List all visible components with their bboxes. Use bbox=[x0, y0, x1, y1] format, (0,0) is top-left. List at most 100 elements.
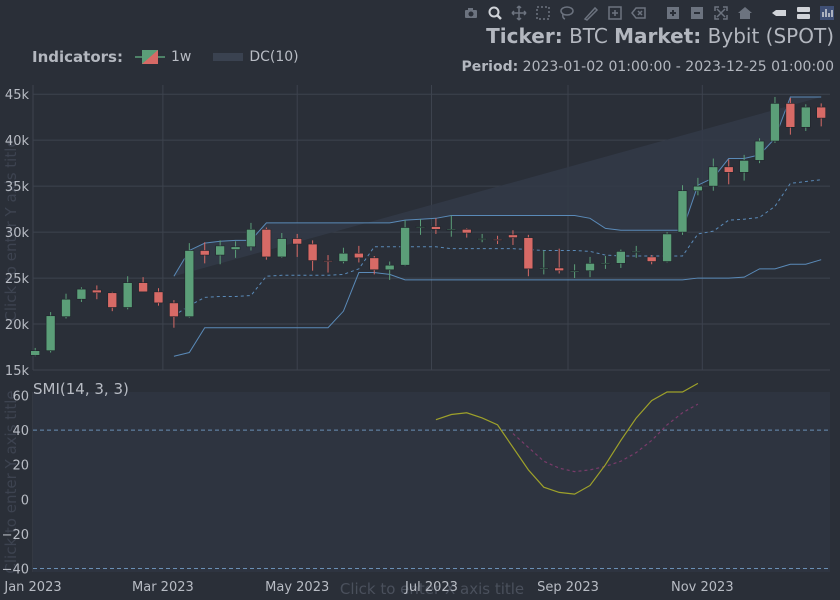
candle-body bbox=[600, 263, 611, 265]
candle-body bbox=[446, 229, 457, 231]
candle-decreasing bbox=[785, 97, 796, 135]
zoom-in-icon[interactable] bbox=[662, 4, 684, 22]
candle-body bbox=[76, 288, 87, 300]
draw-line-icon[interactable] bbox=[580, 4, 602, 22]
candle-increasing bbox=[45, 312, 56, 353]
x-tick-label: Nov 2023 bbox=[671, 580, 734, 595]
x-tick-label: May 2023 bbox=[265, 580, 329, 595]
candle-body bbox=[199, 250, 210, 256]
y-tick-label-top: 35k bbox=[5, 180, 30, 195]
candle-decreasing bbox=[292, 233, 302, 257]
y-tick-label-bottom: 40 bbox=[12, 424, 29, 439]
candle-body bbox=[30, 350, 41, 356]
candle-body bbox=[800, 106, 811, 128]
candle-body bbox=[723, 166, 734, 173]
legend-item-candles[interactable]: 1w bbox=[134, 49, 191, 65]
candle-body bbox=[523, 237, 534, 270]
zoom-icon[interactable] bbox=[484, 4, 506, 22]
candle-body bbox=[384, 264, 395, 271]
candle-decreasing bbox=[307, 240, 318, 271]
candle-increasing bbox=[400, 220, 410, 267]
candle-body bbox=[107, 292, 118, 308]
chart-title: Ticker: BTC Market: Bybit (SPOT) bbox=[486, 24, 834, 48]
candle-legend-icon bbox=[134, 50, 165, 64]
y-tick-label-top: 25k bbox=[5, 272, 30, 287]
candle-body bbox=[585, 263, 595, 272]
candle-body bbox=[754, 140, 765, 161]
lasso-select-icon[interactable] bbox=[556, 4, 578, 22]
smi-line bbox=[435, 382, 699, 495]
smi-panel-title: SMI(14, 3, 3) bbox=[33, 380, 129, 398]
draw-rect-icon[interactable] bbox=[604, 4, 626, 22]
candle-increasing bbox=[538, 250, 549, 275]
candle-body bbox=[739, 160, 749, 173]
smi-signal-line bbox=[512, 403, 699, 473]
axis-labels: Click to enter Y axis title Click to ente… bbox=[2, 88, 734, 598]
period-label: Period: bbox=[461, 59, 519, 75]
legend: Indicators: 1w DC(10) bbox=[32, 48, 321, 66]
candle-decreasing bbox=[138, 277, 148, 293]
y-tick-label-top: 45k bbox=[5, 88, 30, 103]
smi-series bbox=[33, 382, 830, 570]
y-tick-label-bottom: 60 bbox=[12, 389, 29, 404]
y-tick-label-bottom: −40 bbox=[2, 563, 29, 578]
candle-decreasing bbox=[323, 255, 333, 273]
erase-shape-icon[interactable] bbox=[628, 4, 650, 22]
candle-increasing bbox=[569, 264, 580, 279]
x-tick-label: Sep 2023 bbox=[537, 580, 599, 595]
plotly-logo-icon[interactable] bbox=[816, 4, 838, 22]
candle-body bbox=[616, 251, 626, 264]
band-legend-icon bbox=[213, 53, 244, 61]
candle-increasing bbox=[446, 215, 457, 237]
candle-body bbox=[292, 238, 302, 245]
y-tick-label-bottom: 0 bbox=[21, 493, 29, 508]
spike-lines-icon[interactable] bbox=[768, 4, 790, 22]
candle-increasing bbox=[338, 247, 349, 264]
candle-increasing bbox=[384, 261, 395, 280]
zoom-out-icon[interactable] bbox=[686, 4, 708, 22]
candle-body bbox=[61, 298, 71, 317]
y-tick-label-bottom: −20 bbox=[2, 528, 29, 543]
candle-increasing bbox=[477, 233, 487, 243]
autoscale-icon[interactable] bbox=[710, 4, 732, 22]
candle-decreasing bbox=[169, 300, 179, 328]
candle-body bbox=[477, 238, 487, 240]
ticker-value: BTC bbox=[569, 24, 608, 48]
candle-body bbox=[662, 233, 672, 262]
candle-body bbox=[276, 238, 287, 258]
candle-decreasing bbox=[523, 234, 534, 277]
market-value: Bybit (SPOT) bbox=[707, 24, 834, 48]
candle-body bbox=[122, 282, 133, 308]
candle-body bbox=[323, 260, 333, 262]
candle-increasing bbox=[754, 138, 765, 164]
candle-body bbox=[785, 103, 796, 128]
candle-body bbox=[677, 190, 688, 233]
candle-body bbox=[693, 185, 703, 192]
candle-increasing bbox=[276, 233, 287, 258]
candle-body bbox=[369, 257, 380, 271]
pan-icon[interactable] bbox=[508, 4, 530, 22]
candle-decreasing bbox=[199, 242, 210, 264]
candle-increasing bbox=[770, 96, 780, 143]
legend-item-donchian[interactable]: DC(10) bbox=[213, 49, 299, 65]
candle-increasing bbox=[415, 219, 426, 235]
candle-body bbox=[431, 226, 441, 230]
candle-body bbox=[184, 250, 195, 317]
candle-decreasing bbox=[153, 288, 164, 306]
camera-icon[interactable] bbox=[460, 4, 482, 22]
ticker-label: Ticker: bbox=[486, 24, 563, 48]
y-tick-label-top: 15k bbox=[5, 364, 30, 379]
candle-body bbox=[354, 252, 364, 259]
x-tick-label: Mar 2023 bbox=[132, 580, 194, 595]
reset-axes-icon[interactable] bbox=[734, 4, 756, 22]
grid bbox=[32, 85, 830, 572]
candle-decreasing bbox=[354, 245, 364, 263]
candle-body bbox=[415, 226, 426, 228]
compare-hover-icon[interactable] bbox=[792, 4, 814, 22]
candle-increasing bbox=[600, 256, 611, 269]
box-select-icon[interactable] bbox=[532, 4, 554, 22]
candle-body bbox=[554, 267, 564, 272]
y-tick-label-top: 20k bbox=[5, 318, 30, 333]
legend-title: Indicators: bbox=[32, 48, 123, 66]
